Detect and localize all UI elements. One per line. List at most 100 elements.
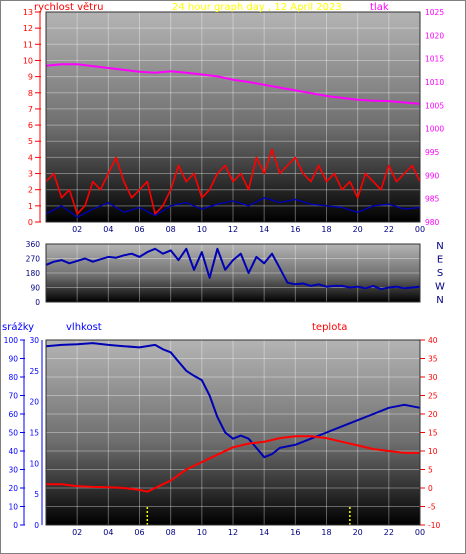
plot-frame-direction xyxy=(45,243,421,303)
x-axis-ticks-climate: 02 04 06 08 10 12 14 16 18 20 22 00 xyxy=(72,528,425,537)
temperature-tick-label: 5 xyxy=(428,466,433,475)
degree-tick-label: 0 xyxy=(35,298,40,307)
rain-tick-label: 40 xyxy=(8,447,18,456)
rain-tick-label: 10 xyxy=(8,503,18,512)
temperature-axis-ticks: -10 -5 0 5 10 15 20 25 30 35 40 xyxy=(420,336,440,530)
plot-area-direction xyxy=(46,244,420,302)
wind-tick-label: 11 xyxy=(23,40,33,49)
x-tick-label: 14 xyxy=(259,225,269,234)
degree-tick-label: 360 xyxy=(26,240,41,249)
x-tick-label: 18 xyxy=(321,528,331,537)
humidity-tick-label: 0 xyxy=(34,521,39,530)
x-tick-label: 18 xyxy=(321,225,331,234)
wind-tick-label: 13 xyxy=(23,8,33,17)
temperature-label: teplota xyxy=(312,322,347,333)
x-tick-label: 04 xyxy=(103,225,113,234)
pressure-tick-label: 1025 xyxy=(425,8,444,17)
wind-tick-label: 4 xyxy=(28,153,33,162)
x-tick-label: 02 xyxy=(72,528,82,537)
temperature-tick-label: 10 xyxy=(428,447,438,456)
rain-tick-label: 0 xyxy=(13,521,18,530)
pressure-axis-ticks: 980 985 990 995 1000 1005 1010 1015 1020 1025 xyxy=(425,8,444,227)
x-axis-ticks-wind: 02 04 06 08 10 12 14 16 18 20 22 00 xyxy=(72,225,425,234)
temperature-tick-label: 25 xyxy=(428,392,438,401)
x-tick-label: 08 xyxy=(166,225,176,234)
wind-tick-label: 12 xyxy=(23,24,33,33)
plot-frame-wind xyxy=(45,11,421,223)
x-tick-label: 10 xyxy=(197,225,207,234)
humidity-tick-label: 5 xyxy=(34,490,39,499)
rain-tick-label: 20 xyxy=(8,484,18,493)
pressure-tick-label: 1010 xyxy=(425,78,444,87)
wind-speed-label: rychlost větru xyxy=(34,1,104,13)
series-line-wind_avg xyxy=(45,197,421,218)
series-line-temperature xyxy=(46,435,420,493)
x-tick-label: 00 xyxy=(415,528,425,537)
humidity-label: vlhkost xyxy=(66,322,102,333)
temperature-tick-label: 0 xyxy=(428,484,433,493)
x-tick-label: 12 xyxy=(228,528,238,537)
wind-tick-label: 1 xyxy=(28,202,33,211)
humidity-tick-label: 10 xyxy=(29,459,39,468)
compass-tick-label: S xyxy=(437,268,443,279)
pressure-tick-label: 980 xyxy=(425,218,440,227)
pressure-tick-label: 1005 xyxy=(425,101,444,110)
pressure-label: tlak xyxy=(370,2,389,13)
degree-tick-label: 90 xyxy=(30,284,40,293)
degree-tick-label: 180 xyxy=(26,269,41,278)
wind-tick-label: 5 xyxy=(28,137,33,146)
humidity-tick-label: 15 xyxy=(29,429,39,438)
chart-title: 24 hour graph day , 12 April 2023 xyxy=(172,2,342,13)
wind-tick-label: 3 xyxy=(28,170,33,179)
pressure-tick-label: 1015 xyxy=(425,55,444,64)
pressure-tick-label: 990 xyxy=(425,171,440,180)
pressure-tick-label: 995 xyxy=(425,148,440,157)
x-tick-label: 08 xyxy=(166,528,176,537)
rain-tick-label: 90 xyxy=(8,355,18,364)
humidity-tick-label: 20 xyxy=(29,398,39,407)
compass-tick-label: N xyxy=(436,295,443,306)
pressure-tick-label: 1020 xyxy=(425,31,444,40)
rain-tick-label: 100 xyxy=(4,336,19,345)
grid-wind xyxy=(46,11,421,223)
series-line-direction xyxy=(45,247,421,291)
wind-tick-label: 6 xyxy=(28,121,33,130)
x-tick-label: 02 xyxy=(72,225,82,234)
rain-tick-label: 80 xyxy=(8,373,18,382)
x-tick-label: 14 xyxy=(259,528,269,537)
rain-tick-label: 60 xyxy=(8,410,18,419)
wind-tick-label: 10 xyxy=(23,56,33,65)
temperature-tick-label: 35 xyxy=(428,355,438,364)
wind-tick-label: 7 xyxy=(28,105,33,114)
plot-area-climate xyxy=(46,340,420,525)
direction-degree-ticks: 0 90 180 270 360 xyxy=(26,240,41,307)
wind-tick-label: 0 xyxy=(28,218,33,227)
series-wind-pressure xyxy=(45,63,421,218)
x-tick-label: 06 xyxy=(134,225,144,234)
humidity-axis-ticks: 0 5 10 15 20 25 30 xyxy=(29,336,43,530)
rain-axis-ticks: 0 10 20 30 40 50 60 70 80 90 100 xyxy=(4,336,25,530)
x-tick-label: 22 xyxy=(384,225,394,234)
x-tick-label: 10 xyxy=(197,528,207,537)
x-tick-label: 20 xyxy=(353,225,363,234)
x-tick-label: 16 xyxy=(290,528,300,537)
degree-tick-label: 270 xyxy=(26,255,41,264)
temperature-tick-label: 30 xyxy=(428,373,438,382)
temperature-tick-label: -5 xyxy=(428,503,436,512)
compass-tick-label: W xyxy=(435,282,445,293)
x-tick-label: 04 xyxy=(103,528,113,537)
rain-tick-label: 70 xyxy=(8,392,18,401)
rain-tick-label: 30 xyxy=(8,466,18,475)
rain-tick-label: 50 xyxy=(8,429,18,438)
humidity-tick-label: 30 xyxy=(29,336,39,345)
x-tick-label: 20 xyxy=(353,528,363,537)
x-tick-label: 22 xyxy=(384,528,394,537)
x-tick-label: 12 xyxy=(228,225,238,234)
plot-area-wind xyxy=(46,12,420,222)
wind-tick-label: 9 xyxy=(28,73,33,82)
